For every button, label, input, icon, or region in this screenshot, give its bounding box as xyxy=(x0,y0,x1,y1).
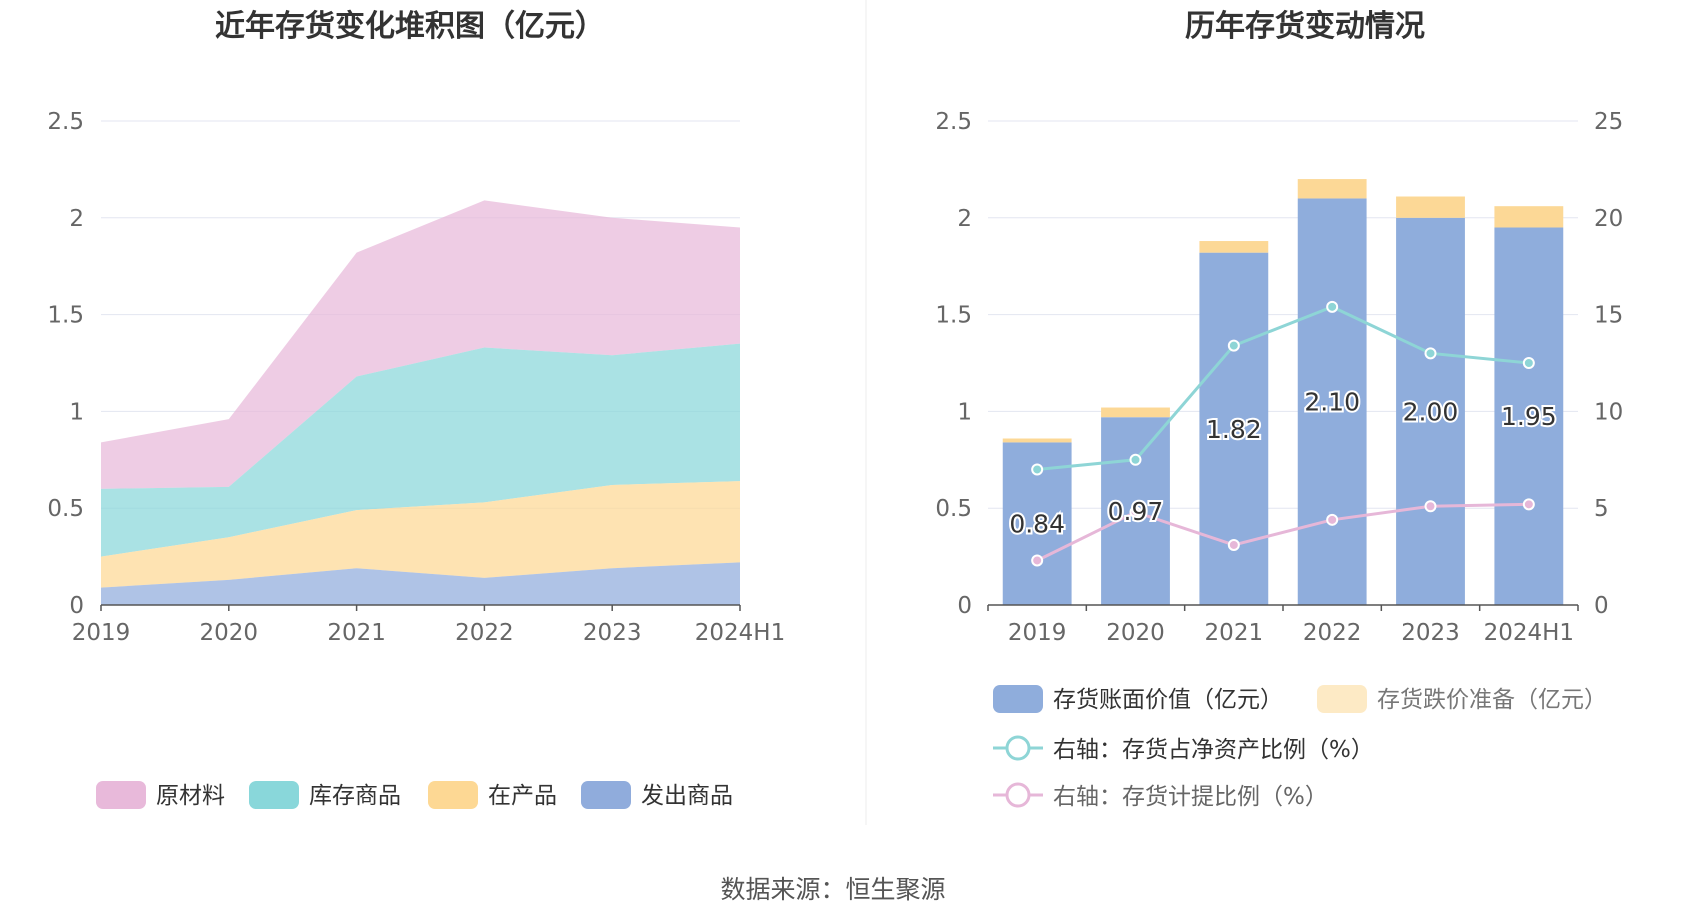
right-chart-title: 历年存货变动情况 xyxy=(1185,9,1425,44)
line-point xyxy=(1031,463,1044,476)
legend-label-provision: 存货跌价准备（亿元） xyxy=(1377,687,1607,713)
bar-value-label: 2.10 xyxy=(1304,388,1360,417)
line-point xyxy=(1522,498,1535,511)
legend-circle-marker xyxy=(1005,735,1031,761)
legend-swatch-在产品 xyxy=(428,781,478,809)
legend-swatch-provision xyxy=(1317,685,1367,713)
legend-label-line: 右轴：存货占净资产比例（%） xyxy=(1053,737,1374,763)
right-x-tick-label: 2021 xyxy=(1205,620,1264,646)
legend-label-发出商品: 发出商品 xyxy=(641,783,733,809)
line-point xyxy=(1031,554,1044,567)
left-x-tick-label: 2022 xyxy=(455,620,514,646)
bar-provision xyxy=(1002,438,1072,443)
line-右轴：存货计提比例（%） xyxy=(1036,502,1529,562)
line-point xyxy=(1227,339,1240,352)
left-y-tick-label: 0.5 xyxy=(47,496,84,522)
right-y2-tick-label: 0 xyxy=(1594,593,1609,619)
left-y-tick-label: 1 xyxy=(69,399,84,425)
legend-label-book-value: 存货账面价值（亿元） xyxy=(1053,687,1283,713)
area-发出商品 xyxy=(101,562,740,605)
right-bar-line-chart: 0 0.5 1 1.5 2 2.5 0 5 10 15 20 25 2019 2020 2021 2022 20… xyxy=(935,109,1623,646)
line-右轴：存货占净资产比例（%） xyxy=(1037,305,1529,471)
right-x-tick-label: 2020 xyxy=(1106,620,1165,646)
right-x-tick-label: 2022 xyxy=(1303,620,1362,646)
legend-label-在产品: 在产品 xyxy=(488,783,557,809)
left-x-tick-label: 2021 xyxy=(327,620,386,646)
right-y2-tick-label: 5 xyxy=(1594,496,1609,522)
right-y-tick-label: 2 xyxy=(957,206,972,232)
legend-swatch-库存商品 xyxy=(249,781,299,809)
right-y2-tick-label: 20 xyxy=(1594,206,1623,232)
legend-label-库存商品: 库存商品 xyxy=(309,783,401,809)
line-point xyxy=(1424,500,1437,513)
area-在产品 xyxy=(101,481,740,588)
right-y-tick-label: 1 xyxy=(957,399,972,425)
bar-value-label: 1.95 xyxy=(1501,402,1557,431)
bar-provision xyxy=(1494,206,1564,228)
data-source-footer: 数据来源：恒生聚源 xyxy=(720,875,945,904)
right-y-tick-label: 0.5 xyxy=(935,496,972,522)
line-point xyxy=(1326,513,1339,526)
right-y-tick-label: 0 xyxy=(957,593,972,619)
legend-circle-marker xyxy=(1005,782,1031,808)
left-y-tick-label: 1.5 xyxy=(47,303,84,329)
legend-label-line: 右轴：存货计提比例（%） xyxy=(1053,784,1328,810)
bar-value-label: 0.97 xyxy=(1108,497,1164,526)
bar-provision xyxy=(1297,179,1367,199)
right-y2-tick-label: 10 xyxy=(1594,399,1623,425)
bar-value-label: 0.84 xyxy=(1009,510,1065,539)
left-legend: 原材料 库存商品 在产品 发出商品 xyxy=(96,781,733,809)
bar-value-label: 1.82 xyxy=(1206,415,1262,444)
legend-swatch-book-value xyxy=(993,685,1043,713)
area-原材料 xyxy=(101,200,740,489)
right-y2-tick-label: 25 xyxy=(1594,109,1623,135)
right-y-tick-label: 2.5 xyxy=(935,109,972,135)
legend-swatch-发出商品 xyxy=(581,781,631,809)
bar-book-value xyxy=(1396,217,1465,606)
line-point xyxy=(1424,347,1437,360)
bar-book-value xyxy=(1494,227,1564,606)
bar-provision xyxy=(1199,241,1269,253)
line-point xyxy=(1129,506,1142,519)
right-x-tick-label: 2024H1 xyxy=(1484,620,1574,646)
right-x-tick-label: 2023 xyxy=(1401,620,1460,646)
right-y-tick-label: 1.5 xyxy=(935,303,972,329)
area-库存商品 xyxy=(101,343,740,557)
legend-label-原材料: 原材料 xyxy=(156,783,225,809)
legend-swatch-原材料 xyxy=(96,781,146,809)
line-point xyxy=(1326,300,1339,313)
right-x-tick-label: 2019 xyxy=(1008,620,1067,646)
left-x-tick-label: 2023 xyxy=(583,620,642,646)
bar-value-label: 2.00 xyxy=(1403,397,1459,426)
left-y-tick-label: 2.5 xyxy=(47,109,84,135)
left-y-tick-label: 2 xyxy=(69,206,84,232)
bar-provision xyxy=(1101,407,1170,418)
left-stacked-area-chart: 0 0.5 1 1.5 2 2.5 2019 2020 2021 2022 2023 2024H1 xyxy=(47,109,785,646)
left-x-tick-label: 2024H1 xyxy=(695,620,785,646)
left-x-tick-label: 2020 xyxy=(200,620,259,646)
line-point xyxy=(1227,538,1240,551)
line-point xyxy=(1522,357,1535,369)
bar-provision xyxy=(1396,196,1465,218)
right-legend: 存货账面价值（亿元） 存货跌价准备（亿元）右轴：存货占净资产比例（%） 右轴：存货计… xyxy=(993,685,1607,810)
left-chart-title: 近年存货变化堆积图（亿元） xyxy=(215,9,605,44)
right-y2-tick-label: 15 xyxy=(1594,303,1623,329)
left-x-tick-label: 2019 xyxy=(72,620,131,646)
bar-book-value xyxy=(1297,198,1367,605)
left-y-tick-label: 0 xyxy=(69,593,84,619)
line-point xyxy=(1129,453,1142,466)
